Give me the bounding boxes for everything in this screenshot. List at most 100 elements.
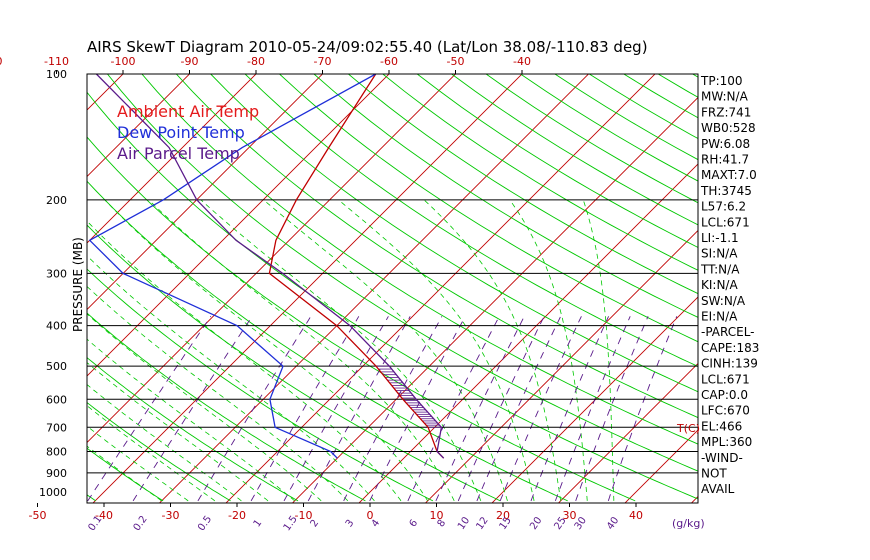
bottom-temperature-tick: -20 (228, 509, 246, 522)
isotherm-line (291, 96, 698, 503)
isotherm-line (491, 296, 698, 503)
dewpoint-line (88, 74, 377, 459)
isotherm-line (0, 72, 59, 505)
dry-adiabat-line (87, 136, 636, 502)
pressure-tick: 700 (46, 421, 67, 434)
pressure-tick: 600 (46, 393, 67, 406)
stat-line: -WIND- (701, 451, 743, 465)
pressure-tick: 900 (46, 467, 67, 480)
mixing-ratio-line (369, 316, 466, 502)
mixing-ratio-tick: 0.5 (196, 514, 214, 533)
dry-adiabat-line (175, 74, 698, 419)
bottom-temperature-tick: -50 (29, 509, 47, 522)
top-temperature-tick: -90 (181, 55, 199, 68)
stat-line: SI:N/A (701, 247, 738, 261)
stat-line: WB0:528 (701, 121, 756, 135)
dry-adiabat-line (485, 74, 698, 204)
mixing-ratio-line (250, 316, 360, 502)
stat-line: TP:100 (700, 74, 743, 88)
dry-adiabat-line (87, 224, 501, 502)
stat-line: MAXT:7.0 (701, 168, 757, 182)
bottom-temperature-tick: 20 (496, 509, 510, 522)
moist-adiabat-line (87, 220, 402, 502)
moist-adiabat-line (148, 199, 455, 502)
bottom-temperature-tick: -10 (295, 509, 313, 522)
stat-line: EI:N/A (701, 310, 738, 324)
isotherm-line (87, 74, 390, 377)
legend-entry: Air Parcel Temp (117, 144, 240, 163)
legend-entry: Dew Point Temp (117, 123, 245, 142)
dry-adiabat-line (520, 74, 698, 182)
moist-adiabat-line (87, 255, 375, 502)
bottom-temperature-tick: 40 (629, 509, 643, 522)
moist-adiabat-line (87, 384, 242, 502)
mixing-ratio-tick: 12 (474, 515, 490, 532)
stat-line: TH:3745 (700, 184, 752, 198)
dry-adiabat-line (279, 74, 698, 343)
dry-adiabat-line (87, 447, 164, 502)
pressure-tick: 300 (46, 267, 67, 280)
moist-adiabat-line (87, 362, 269, 502)
bottom-temperature-tick: 10 (430, 509, 444, 522)
moist-adiabat-line (87, 338, 295, 502)
dry-adiabat-line (141, 74, 698, 445)
pressure-tick: 1000 (39, 486, 67, 499)
stat-line: LCL:671 (701, 215, 750, 229)
plot-frame (86, 73, 699, 504)
top-temperature-tick: -50 (447, 55, 465, 68)
stat-line: MPL:360 (701, 435, 752, 449)
profile-lines (88, 74, 445, 459)
pressure-tick: 500 (46, 360, 67, 373)
x-unit-label: T(C) (676, 422, 700, 435)
mixing-ratio-line (283, 316, 389, 502)
mixing-ratio-tick: 3 (344, 518, 357, 530)
stat-line: CAP:0.0 (701, 388, 748, 402)
parcel-line (95, 74, 445, 459)
dry-adiabat-line (416, 74, 698, 248)
mixing-ratio-tick: 10 (456, 515, 472, 532)
isotherm-line (756, 72, 870, 505)
mixing-ratio-line (530, 316, 610, 502)
top-temperature-tick: -40 (513, 55, 531, 68)
dry-adiabat-line (244, 74, 698, 367)
isotherm-line (87, 74, 257, 244)
isotherm-line (557, 362, 698, 503)
isotherm-line (158, 74, 590, 503)
mixing-ratio-tick: 1 (252, 518, 265, 530)
stat-line: KI:N/A (701, 278, 738, 292)
stat-line: LI:-1.1 (701, 231, 739, 245)
isotherm-line (87, 74, 191, 178)
top-temperature-tick: -80 (247, 55, 265, 68)
mixing-ratio-tick: 4 (370, 518, 383, 530)
isotherm-line (624, 429, 698, 503)
pressure-tick: 200 (46, 194, 67, 207)
mixing-ratio-line (343, 316, 443, 502)
top-temperature-tick: -100 (111, 55, 136, 68)
pressure-tick: 100 (46, 68, 67, 81)
top-temperature-tick: -70 (314, 55, 332, 68)
legend: Ambient Air Temp Dew Point Temp Air Parcel… (117, 102, 259, 163)
bottom-temperature-tick: -40 (95, 509, 113, 522)
stat-line: EL:466 (701, 419, 742, 433)
mixing-ratio-line (554, 316, 631, 502)
background-grid (0, 72, 870, 505)
moist-adiabat-line (582, 199, 615, 501)
isobars (87, 199, 698, 474)
stat-line: -PARCEL- (701, 325, 755, 339)
mixing-ratio-line (575, 316, 649, 502)
mixing-ratio-tick: 2 (309, 518, 322, 530)
dry-adiabat-line (657, 74, 698, 98)
mixing-ratio-tick: 6 (408, 518, 421, 530)
legend-entry: Ambient Air Temp (117, 102, 259, 121)
top-temperature-tick: -110 (44, 55, 69, 68)
stat-line: AVAIL (701, 482, 735, 496)
moist-adiabat-line (338, 199, 535, 501)
stat-line: SW:N/A (701, 294, 746, 308)
stat-line: L57:6.2 (701, 200, 746, 214)
mixing-ratio-line (132, 316, 253, 502)
mixing-ratio-line (87, 316, 212, 502)
moist-adiabat-line (263, 199, 508, 501)
moist-adiabat-line (87, 285, 349, 502)
mixing-ratio-tick: 20 (528, 515, 544, 532)
